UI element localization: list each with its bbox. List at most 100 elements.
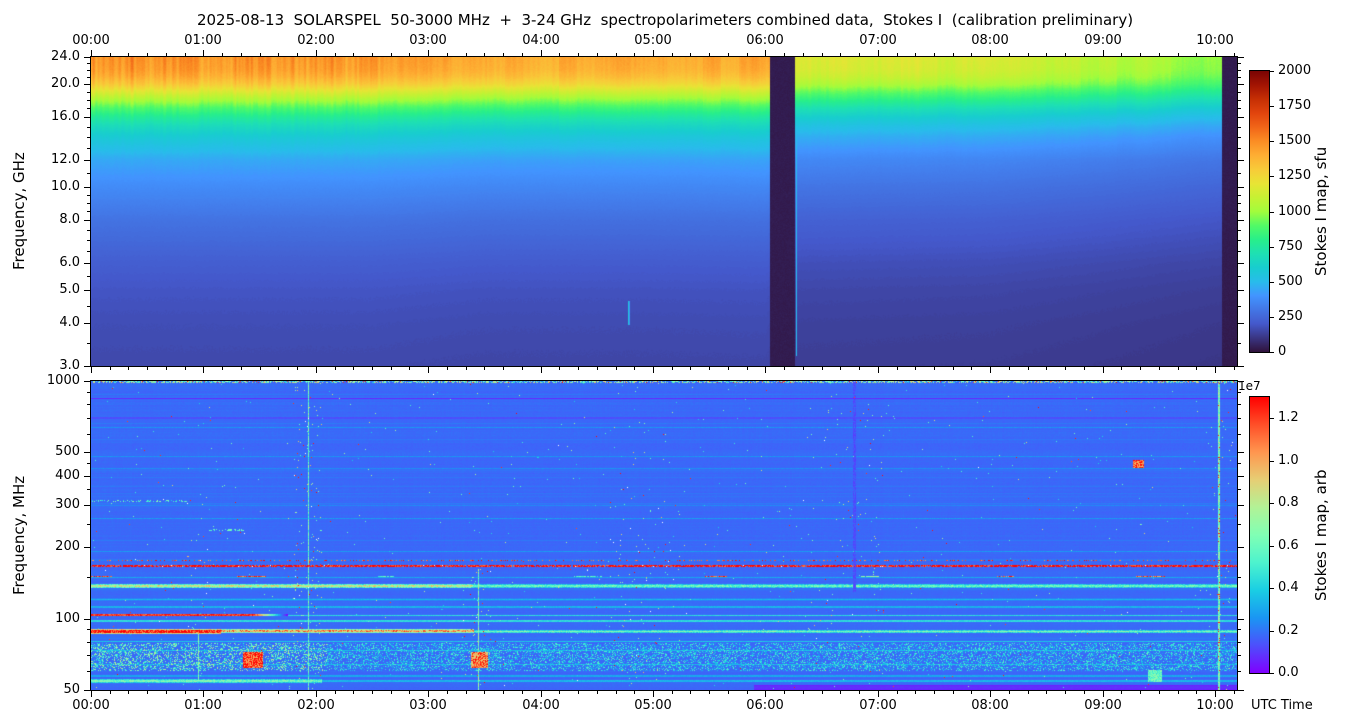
x-minor-tick (1084, 53, 1085, 57)
colorbar-tick-label: 0.8 (1278, 495, 1299, 510)
y-minor-tick (1237, 92, 1241, 93)
y-major-tick (84, 452, 91, 453)
x-minor-tick (110, 366, 111, 370)
x-minor-tick (822, 366, 823, 370)
x-minor-tick (822, 690, 823, 694)
y-major-tick (84, 160, 91, 161)
x-minor-tick (522, 366, 523, 370)
x-minor-tick (447, 53, 448, 57)
y-major-tick (84, 117, 91, 118)
x-tick-label-bottom: 02:00 (297, 698, 335, 713)
x-minor-tick (260, 366, 261, 370)
x-minor-tick (391, 690, 392, 694)
x-tick-label-top: 00:00 (72, 33, 110, 48)
x-minor-tick (335, 366, 336, 370)
x-minor-tick (915, 366, 916, 370)
x-major-tick (541, 50, 542, 57)
x-major-tick (203, 366, 204, 373)
x-minor-tick (803, 690, 804, 694)
x-minor-tick (634, 690, 635, 694)
y-minor-tick (87, 92, 91, 93)
x-tick-label-top: 03:00 (409, 33, 447, 48)
x-minor-tick (335, 53, 336, 57)
y-minor-tick (1237, 418, 1241, 419)
y-tick-label-mhz: 50 (63, 682, 80, 697)
y-minor-tick (87, 489, 91, 490)
x-minor-tick (503, 690, 504, 694)
x-minor-tick (297, 366, 298, 370)
x-minor-tick (185, 53, 186, 57)
y-major-tick (84, 505, 91, 506)
y-minor-tick (87, 434, 91, 435)
x-minor-tick (634, 53, 635, 57)
colorbar-tick-label: 0.0 (1278, 665, 1299, 680)
x-minor-tick (709, 366, 710, 370)
x-minor-tick (260, 53, 261, 57)
x-minor-tick (353, 690, 354, 694)
y-minor-tick (1237, 642, 1241, 643)
x-minor-tick (840, 366, 841, 370)
x-major-tick (1103, 690, 1104, 697)
x-minor-tick (934, 53, 935, 57)
y-minor-tick (87, 203, 91, 204)
x-minor-tick (222, 53, 223, 57)
x-minor-tick (1046, 690, 1047, 694)
colorbar-tick (1269, 106, 1274, 107)
colorbar-top (1249, 70, 1270, 353)
y-minor-tick (1237, 306, 1241, 307)
x-tick-label-top: 06:00 (746, 33, 784, 48)
x-minor-tick (897, 53, 898, 57)
colorbar-scale-exponent: 1e7 (1238, 379, 1261, 393)
y-minor-tick (87, 108, 91, 109)
y-major-tick (84, 381, 91, 382)
colorbar-tick-label: 0 (1278, 344, 1287, 359)
colorbar-tick-label: 0.4 (1278, 580, 1299, 595)
x-minor-tick (110, 690, 111, 694)
x-minor-tick (222, 366, 223, 370)
y-minor-tick (87, 404, 91, 405)
x-minor-tick (559, 366, 560, 370)
x-minor-tick (1028, 690, 1029, 694)
y-tick-label-ghz: 5.0 (59, 282, 80, 297)
x-minor-tick (128, 690, 129, 694)
y-minor-tick (87, 642, 91, 643)
x-major-tick (653, 690, 654, 697)
y-minor-tick (87, 137, 91, 138)
y-minor-tick (1237, 203, 1241, 204)
x-minor-tick (1159, 690, 1160, 694)
x-minor-tick (859, 366, 860, 370)
y-major-tick (84, 84, 91, 85)
x-minor-tick (1065, 690, 1066, 694)
x-minor-tick (1028, 53, 1029, 57)
y-major-tick (1237, 187, 1244, 188)
x-minor-tick (578, 690, 579, 694)
y-minor-tick (87, 240, 91, 241)
x-minor-tick (503, 53, 504, 57)
x-minor-tick (503, 366, 504, 370)
x-minor-tick (241, 53, 242, 57)
y-tick-label-ghz: 20.0 (51, 76, 80, 91)
x-major-tick (541, 690, 542, 697)
spectrogram-ghz-heatmap (91, 57, 1237, 366)
y-major-tick (1237, 290, 1244, 291)
y-major-tick (1237, 476, 1244, 477)
x-minor-tick (1196, 366, 1197, 370)
y-major-tick (1237, 160, 1244, 161)
y-minor-tick (1237, 63, 1241, 64)
y-major-tick (1237, 366, 1244, 367)
x-minor-tick (709, 690, 710, 694)
x-major-tick (653, 50, 654, 57)
x-minor-tick (840, 690, 841, 694)
x-minor-tick (260, 690, 261, 694)
x-tick-label-bottom: 01:00 (184, 698, 222, 713)
x-minor-tick (1009, 53, 1010, 57)
x-minor-tick (1178, 366, 1179, 370)
y-minor-tick (87, 392, 91, 393)
y-axis-label-ghz: Frequency, GHz (10, 152, 28, 271)
x-minor-tick (559, 690, 560, 694)
x-minor-tick (166, 53, 167, 57)
y-minor-tick (87, 306, 91, 307)
y-minor-tick (1237, 577, 1241, 578)
y-minor-tick (1237, 148, 1241, 149)
x-minor-tick (484, 53, 485, 57)
